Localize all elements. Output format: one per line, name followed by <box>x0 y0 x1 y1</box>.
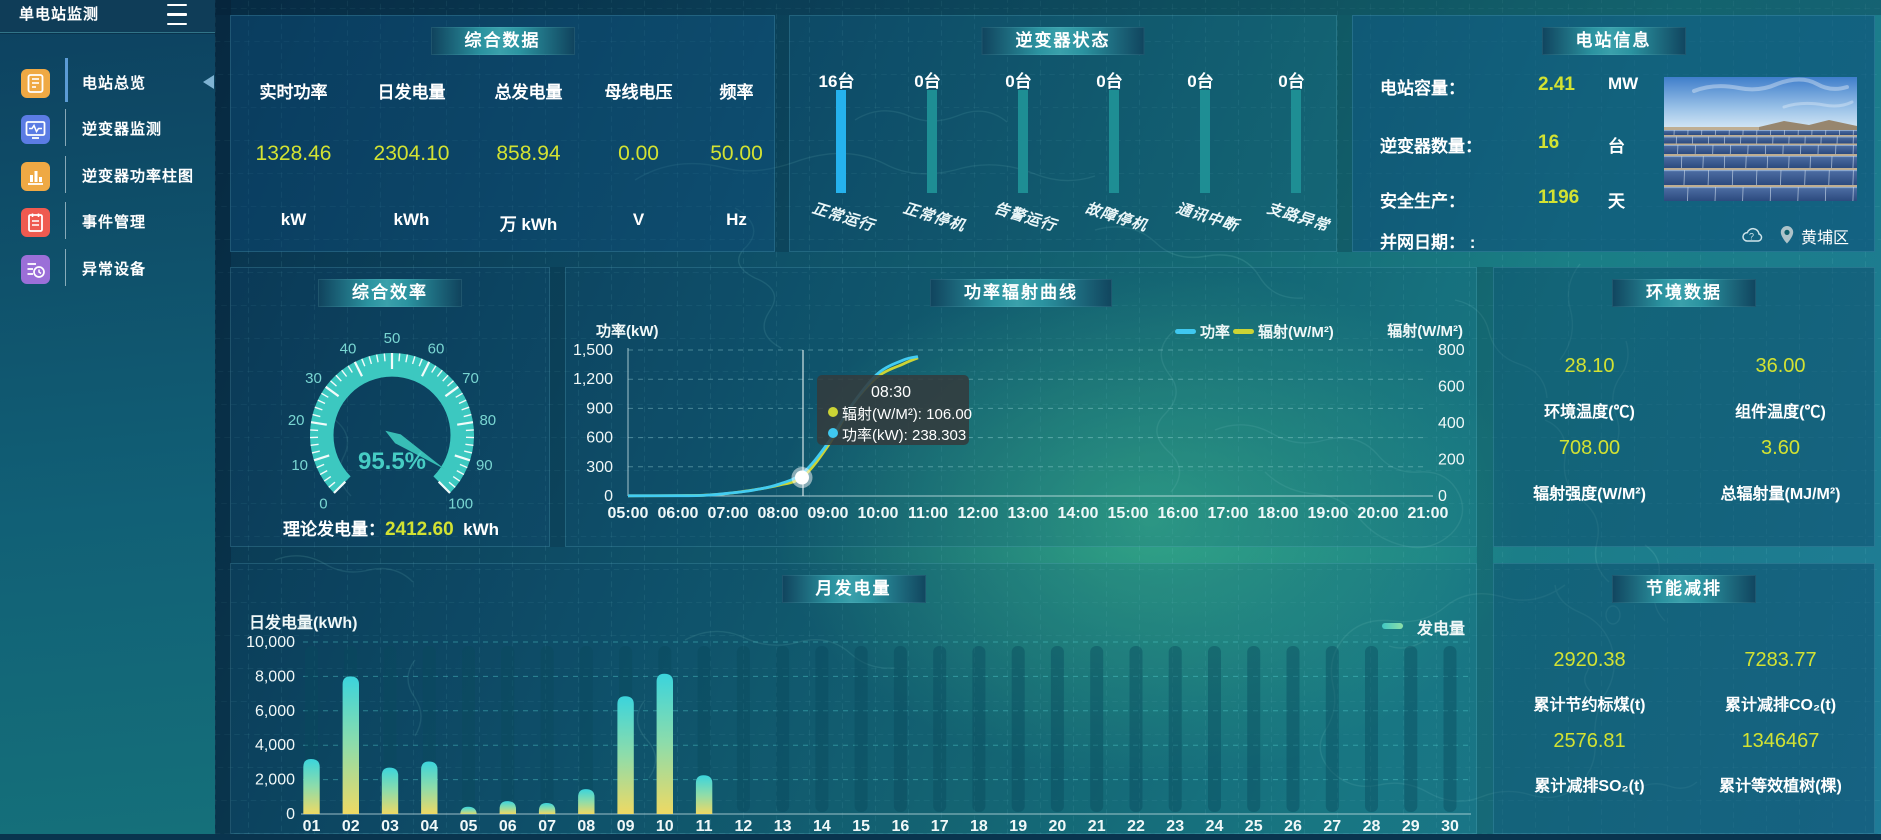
svg-text:30: 30 <box>1441 818 1459 835</box>
svg-text:21:00: 21:00 <box>1408 505 1449 522</box>
svg-text:日发电量(kWh): 日发电量(kWh) <box>249 613 357 632</box>
svg-text:09: 09 <box>617 818 635 835</box>
svg-text:黄埔区: 黄埔区 <box>1801 229 1849 247</box>
svg-text:功率(kW): 功率(kW) <box>596 322 659 340</box>
svg-text:80: 80 <box>479 412 496 429</box>
svg-text:15:00: 15:00 <box>1108 505 1149 522</box>
svg-text:10: 10 <box>656 818 674 835</box>
svg-text:4,000: 4,000 <box>255 737 295 754</box>
svg-text:22: 22 <box>1127 818 1145 835</box>
svg-text:20: 20 <box>1049 818 1067 835</box>
svg-text:01: 01 <box>303 818 321 835</box>
svg-text:08:30: 08:30 <box>871 384 911 401</box>
svg-text:29: 29 <box>1402 818 1420 835</box>
svg-text:07:00: 07:00 <box>708 505 749 522</box>
svg-text:功率(kW): 238.303: 功率(kW): 238.303 <box>842 427 966 444</box>
svg-text:26: 26 <box>1284 818 1302 835</box>
svg-text:08:00: 08:00 <box>758 505 799 522</box>
svg-text:辐射(W/M²): 辐射(W/M²) <box>1258 323 1334 341</box>
svg-text:17:00: 17:00 <box>1208 505 1249 522</box>
svg-text:16: 16 <box>892 818 910 835</box>
svg-text:06:00: 06:00 <box>658 505 699 522</box>
svg-text:功率: 功率 <box>1200 323 1230 341</box>
svg-text:19: 19 <box>1009 818 1027 835</box>
svg-text:2,000: 2,000 <box>255 772 295 789</box>
svg-text:?: ? <box>1749 232 1754 242</box>
svg-text:辐射(W/M²): 106.00: 辐射(W/M²): 106.00 <box>842 406 972 423</box>
svg-text:15: 15 <box>852 818 870 835</box>
svg-text:16:00: 16:00 <box>1158 505 1199 522</box>
svg-text:14: 14 <box>813 818 831 835</box>
svg-text:发电量: 发电量 <box>1416 619 1465 638</box>
svg-text:1,500: 1,500 <box>573 342 613 359</box>
svg-text:600: 600 <box>586 430 613 447</box>
svg-text:06: 06 <box>499 818 517 835</box>
svg-text:27: 27 <box>1323 818 1341 835</box>
svg-text:13:00: 13:00 <box>1008 505 1049 522</box>
svg-text:300: 300 <box>586 459 613 476</box>
svg-text:0: 0 <box>1438 488 1447 505</box>
svg-text:08: 08 <box>577 818 595 835</box>
svg-text:11:00: 11:00 <box>908 505 948 522</box>
svg-text:600: 600 <box>1438 379 1465 396</box>
svg-text:6,000: 6,000 <box>255 703 295 720</box>
svg-text:40: 40 <box>340 341 357 358</box>
svg-text:07: 07 <box>538 818 556 835</box>
svg-text:19:00: 19:00 <box>1308 505 1349 522</box>
svg-text:11: 11 <box>696 818 713 835</box>
svg-text:400: 400 <box>1438 415 1465 432</box>
svg-text:05: 05 <box>460 818 478 835</box>
svg-text:1,200: 1,200 <box>573 371 613 388</box>
svg-text:0: 0 <box>319 496 327 513</box>
svg-text:21: 21 <box>1088 818 1106 835</box>
svg-text:20: 20 <box>288 412 305 429</box>
svg-text:18:00: 18:00 <box>1258 505 1299 522</box>
svg-text:04: 04 <box>420 818 438 835</box>
svg-text:10,000: 10,000 <box>246 634 295 651</box>
svg-text:95.5%: 95.5% <box>358 448 426 475</box>
svg-text:17: 17 <box>931 818 949 835</box>
svg-text:0: 0 <box>604 488 613 505</box>
svg-text:8,000: 8,000 <box>255 668 295 685</box>
svg-text:0: 0 <box>286 806 295 823</box>
svg-text:12: 12 <box>735 818 753 835</box>
svg-text:25: 25 <box>1245 818 1263 835</box>
svg-text:13: 13 <box>774 818 792 835</box>
svg-text:10:00: 10:00 <box>858 505 899 522</box>
svg-text:03: 03 <box>381 818 399 835</box>
svg-text:23: 23 <box>1166 818 1184 835</box>
svg-text:24: 24 <box>1206 818 1224 835</box>
svg-text:09:00: 09:00 <box>808 505 849 522</box>
svg-text:800: 800 <box>1438 342 1465 359</box>
svg-text:200: 200 <box>1438 452 1465 469</box>
svg-text:70: 70 <box>462 370 479 387</box>
svg-text:90: 90 <box>476 457 493 474</box>
svg-text:60: 60 <box>428 341 445 358</box>
svg-text:辐射(W/M²): 辐射(W/M²) <box>1387 322 1463 340</box>
svg-text:18: 18 <box>970 818 988 835</box>
svg-text:900: 900 <box>586 400 613 417</box>
svg-text:30: 30 <box>305 370 322 387</box>
svg-text:12:00: 12:00 <box>958 505 999 522</box>
svg-text:28: 28 <box>1363 818 1381 835</box>
svg-text:20:00: 20:00 <box>1358 505 1399 522</box>
svg-text:10: 10 <box>291 457 308 474</box>
svg-text:05:00: 05:00 <box>608 505 649 522</box>
svg-text:02: 02 <box>342 818 360 835</box>
svg-text:14:00: 14:00 <box>1058 505 1099 522</box>
svg-text:50: 50 <box>384 330 401 347</box>
svg-text:100: 100 <box>448 496 473 513</box>
